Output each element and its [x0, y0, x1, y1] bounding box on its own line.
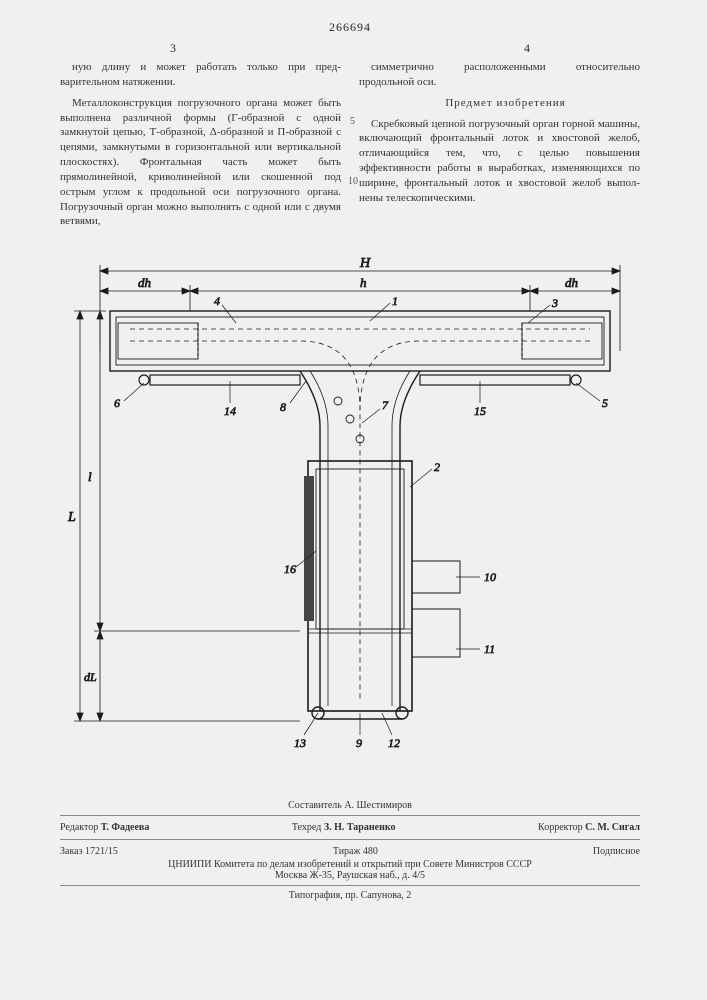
editor-name: Т. Фадеева [101, 822, 150, 833]
technical-drawing: H h dh [60, 251, 640, 756]
typography: Типография, пр. Сапунова, 2 [60, 890, 640, 901]
svg-text:dL: dL [84, 670, 97, 684]
col-num-right: 4 [524, 41, 530, 56]
composer-label: Составитель [288, 800, 342, 811]
svg-text:1: 1 [392, 294, 398, 308]
editor-label: Редактор [60, 822, 98, 833]
svg-text:5: 5 [602, 396, 608, 410]
svg-text:l: l [88, 469, 92, 484]
order-number: Заказ 1721/15 [60, 846, 118, 857]
svg-text:3: 3 [551, 296, 558, 310]
svg-text:2: 2 [434, 460, 440, 474]
svg-text:h: h [360, 275, 367, 290]
svg-text:14: 14 [224, 404, 236, 418]
col-num-left: 3 [170, 41, 176, 56]
svg-text:12: 12 [388, 736, 400, 750]
divider [60, 839, 640, 840]
text-columns: ную длину и может работать только при пр… [60, 60, 640, 235]
subject-title: Предмет изобретения [359, 96, 640, 111]
signed: Подписное [593, 846, 640, 857]
paragraph: Металлоконструкция погрузочного органа м… [60, 96, 341, 230]
paragraph: ную длину и может работать только при пр… [60, 60, 341, 90]
tech-label: Техред [292, 822, 321, 833]
svg-text:11: 11 [484, 642, 495, 656]
svg-text:8: 8 [280, 400, 286, 414]
address: Москва Ж-35, Раушская наб., д. 4/5 [60, 870, 640, 881]
line-number-5: 5 [350, 116, 355, 127]
svg-text:dh: dh [565, 275, 578, 290]
svg-text:13: 13 [294, 736, 306, 750]
corr-label: Корректор [538, 822, 583, 833]
imprint-block: Составитель А. Шестимиров Редактор Т. Фа… [60, 800, 640, 901]
svg-text:7: 7 [382, 398, 389, 412]
svg-text:10: 10 [484, 570, 496, 584]
svg-text:15: 15 [474, 404, 486, 418]
divider [60, 815, 640, 816]
organization: ЦНИИПИ Комитета по делам изобретений и о… [60, 859, 640, 870]
svg-text:L: L [67, 510, 76, 525]
doc-number: 266694 [60, 20, 640, 35]
divider [60, 885, 640, 886]
page-body: 266694 3 4 5 10 ную длину и может работа… [60, 20, 640, 756]
paragraph: симметрично расположенными относительно … [359, 60, 640, 90]
svg-text:H: H [359, 256, 371, 271]
svg-text:6: 6 [114, 396, 120, 410]
svg-text:dh: dh [138, 275, 151, 290]
line-number-10: 10 [348, 176, 358, 187]
tirage: Тираж 480 [333, 846, 378, 857]
svg-text:9: 9 [356, 736, 362, 750]
tech-name: З. Н. Тараненко [324, 822, 396, 833]
svg-text:4: 4 [214, 294, 220, 308]
corr-name: С. М. Сигал [585, 822, 640, 833]
composer-name: А. Шестимиров [344, 800, 412, 811]
left-column: ную длину и может работать только при пр… [60, 60, 341, 235]
paragraph: Скребковый цепной погрузочный орган гор­… [359, 117, 640, 206]
svg-text:16: 16 [284, 562, 296, 576]
right-column: симметрично расположенными относительно … [359, 60, 640, 235]
column-numbers: 3 4 [60, 41, 640, 56]
